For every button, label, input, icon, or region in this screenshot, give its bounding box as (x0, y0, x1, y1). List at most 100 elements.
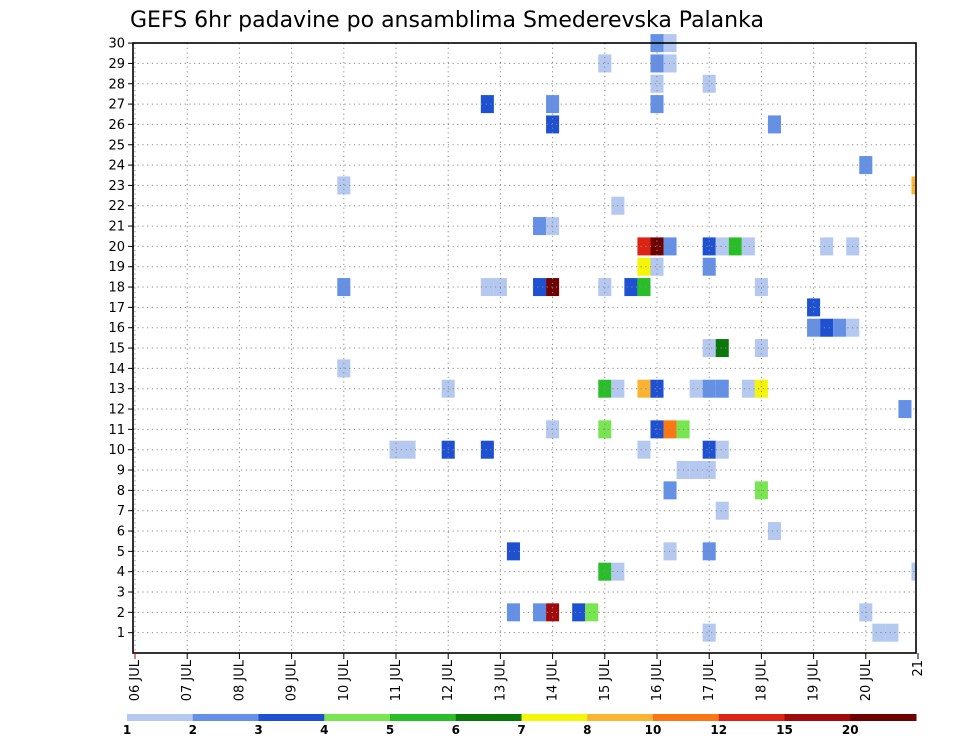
plot-frame (132, 42, 917, 654)
y-tick-label: 3 (117, 586, 125, 601)
heat-cell (506, 603, 520, 622)
heat-cell (859, 156, 873, 175)
heat-cell (741, 379, 755, 398)
heat-cell (767, 115, 781, 134)
heat-cell (480, 440, 494, 459)
heat-cell (702, 461, 716, 480)
legend-swatch (850, 714, 917, 721)
heat-cell (820, 318, 834, 337)
x-tick-label: 06 JUL (128, 659, 143, 701)
heat-cell (546, 278, 560, 297)
legend-swatch (258, 714, 325, 721)
heat-cell (650, 54, 664, 73)
x-tick-label: 13 JUL (493, 659, 508, 701)
y-tick-label: 11 (108, 423, 125, 438)
heat-cell (741, 237, 755, 256)
y-tick-label: 23 (108, 179, 125, 194)
heat-cell (480, 95, 494, 114)
heat-cell (663, 542, 677, 561)
heat-cell (480, 278, 494, 297)
heat-cell (689, 461, 703, 480)
legend-swatch (653, 714, 720, 721)
heat-cell (754, 278, 768, 297)
y-tick-label: 6 (117, 525, 125, 540)
heat-cell (663, 237, 677, 256)
y-tick-label: 17 (108, 301, 125, 316)
x-tick-label: 20 JUL (859, 659, 874, 701)
x-tick-label: 18 JUL (754, 659, 769, 701)
y-tick-label: 15 (108, 342, 125, 357)
y-tick-label: 25 (108, 138, 125, 153)
legend-label: 6 (452, 723, 460, 737)
x-tick-label: 15 JUL (598, 659, 613, 701)
x-tick-label: 07 JUL (180, 659, 195, 701)
heat-cell (715, 339, 729, 358)
y-tick-label: 13 (108, 382, 125, 397)
legend-swatch (521, 714, 588, 721)
heat-cell (702, 339, 716, 358)
heat-cell (754, 379, 768, 398)
x-tick-label: 17 JUL (702, 659, 717, 701)
y-tick-label: 22 (108, 199, 125, 214)
heat-cell (506, 542, 520, 561)
heat-cell (337, 278, 351, 297)
legend-label: 5 (386, 723, 394, 737)
heat-cell (689, 379, 703, 398)
x-axis: 06 JUL 07 JUL 08 JUL 09 JUL 10 JUL 11 JUL 12 J… (128, 653, 926, 701)
heat-cell (585, 603, 599, 622)
x-tick-label: 11 JUL (389, 659, 404, 701)
legend-swatch (127, 714, 194, 721)
heat-cell (650, 237, 664, 256)
heat-cell (598, 379, 612, 398)
heat-cell (833, 318, 847, 337)
legend-label: 2 (189, 723, 197, 737)
legend-label: 15 (776, 723, 793, 737)
x-tick-label: 19 JUL (807, 659, 822, 701)
y-tick-label: 21 (108, 220, 125, 235)
heat-cell (715, 237, 729, 256)
y-tick-label: 20 (108, 240, 125, 255)
legend-label: 8 (583, 723, 591, 737)
heat-cell (650, 257, 664, 276)
heat-cell (637, 278, 651, 297)
y-tick-label: 18 (108, 281, 125, 296)
heat-cell (715, 440, 729, 459)
x-tick-label: 21 (911, 660, 926, 677)
x-tick-label: 14 JUL (546, 659, 561, 701)
y-tick-label: 9 (117, 464, 125, 479)
y-tick-label: 12 (108, 403, 125, 418)
y-tick-label: 4 (117, 565, 125, 580)
heat-cell (715, 379, 729, 398)
heat-cell (337, 176, 351, 195)
y-tick-label: 30 (108, 37, 125, 52)
heat-cell (702, 257, 716, 276)
heat-cell (702, 74, 716, 93)
y-tick-label: 14 (108, 362, 125, 377)
y-tick-label: 7 (117, 504, 125, 519)
chart-title: GEFS 6hr padavine po ansamblima Smederev… (130, 8, 764, 33)
legend-label: 10 (645, 723, 662, 737)
x-tick-label: 12 JUL (441, 659, 456, 701)
heat-cell (715, 501, 729, 520)
heat-cell (663, 420, 677, 439)
legend-swatch (390, 714, 457, 721)
heat-cell (624, 278, 638, 297)
y-tick-label: 26 (108, 118, 125, 133)
heat-cell (598, 562, 612, 581)
x-tick-label: 09 JUL (285, 659, 300, 701)
y-tick-label: 8 (117, 484, 125, 499)
heat-cell (598, 278, 612, 297)
heat-cell (650, 379, 664, 398)
heat-cell (663, 481, 677, 500)
heat-cell (572, 603, 586, 622)
x-tick-label: 10 JUL (337, 659, 352, 701)
color-legend: 1 2 3 4 5 6 7 8 10 12 15 20 (123, 714, 917, 737)
legend-swatch (718, 714, 785, 721)
legend-label: 4 (320, 723, 328, 737)
y-tick-label: 5 (117, 545, 125, 560)
legend-label: 3 (254, 723, 262, 737)
heat-cell (389, 440, 403, 459)
heat-cell (702, 379, 716, 398)
grid-layer (133, 42, 916, 653)
